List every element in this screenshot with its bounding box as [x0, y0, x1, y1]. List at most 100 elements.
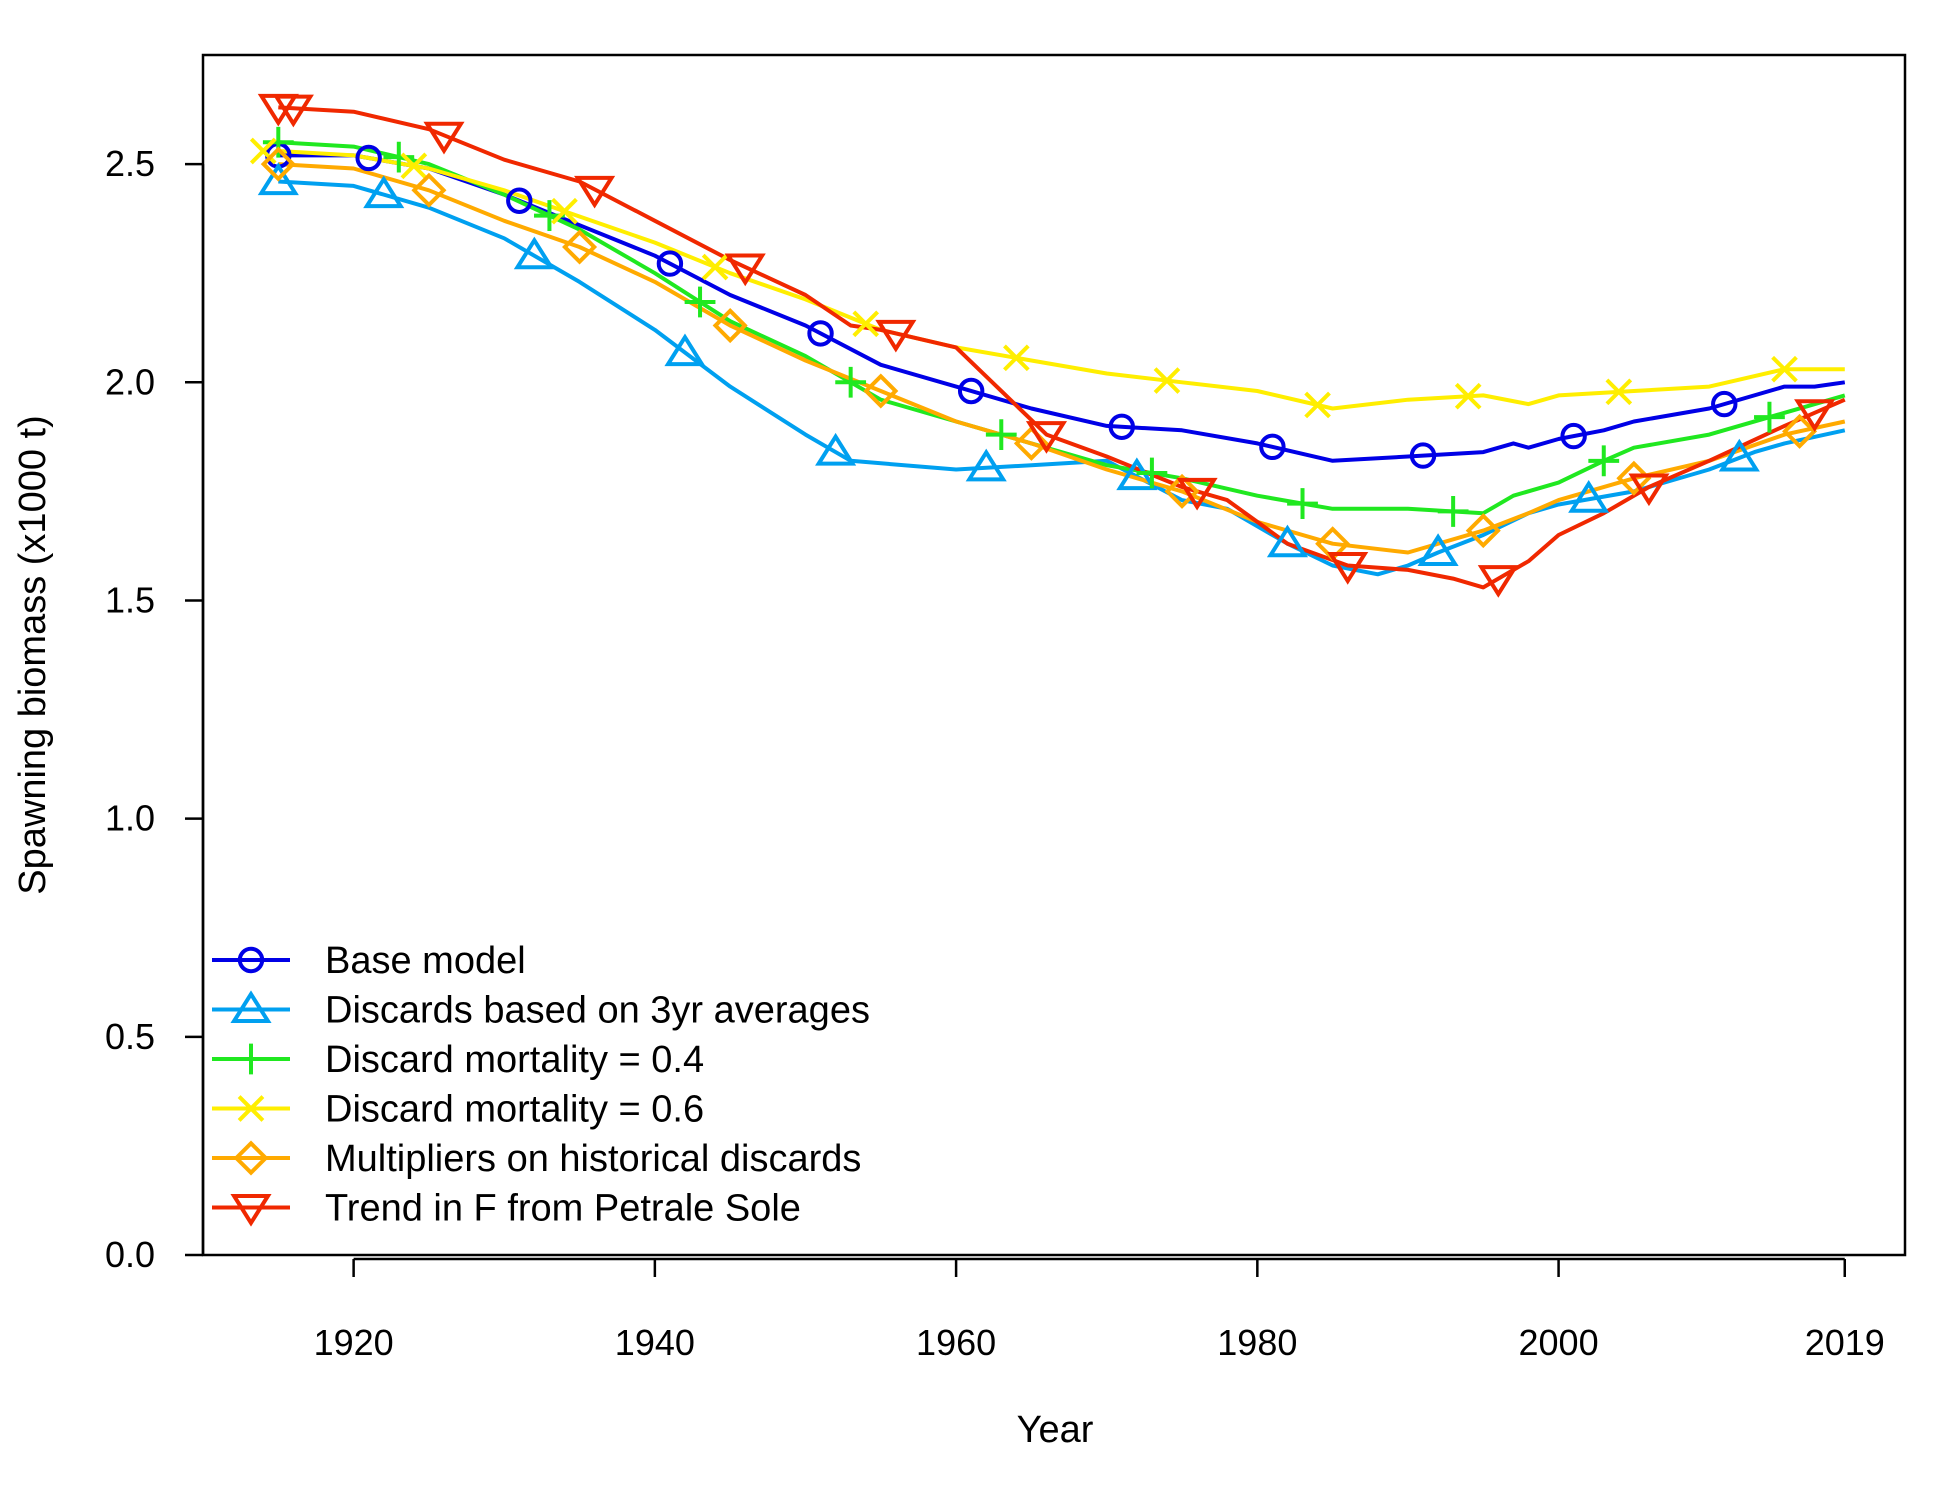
- series-0-point: [807, 320, 834, 347]
- legend-marker: [237, 1095, 265, 1122]
- series-5-point: [1477, 565, 1519, 598]
- series-2-point: [684, 286, 716, 318]
- legend-label: Trend in F from Petrale Sole: [325, 1188, 801, 1230]
- series-3-point: [1304, 391, 1331, 419]
- x-tick-label: 1940: [615, 1322, 695, 1363]
- series-0-point: [1409, 442, 1437, 469]
- series-3-point: [701, 253, 729, 281]
- series-3-point: [852, 310, 880, 338]
- series-5-point: [1327, 551, 1369, 585]
- series-5-point: [1025, 421, 1068, 454]
- y-tick-label: 2.0: [105, 361, 155, 402]
- y-axis: 0.0 0.5 1.0 1.5 2.0 2.5: [105, 143, 205, 1275]
- y-axis-title: Spawning biomass (x1000 t): [12, 415, 54, 894]
- series-1-point: [257, 162, 299, 196]
- series-4-point: [411, 172, 447, 208]
- series-1-point: [1417, 533, 1459, 567]
- legend-marker: [237, 946, 265, 974]
- series-3-point: [1454, 382, 1482, 410]
- legend-marker: [230, 1193, 272, 1227]
- series-3-point: [551, 197, 578, 225]
- series-0-point: [1108, 413, 1135, 440]
- series-0-point: [1259, 433, 1286, 461]
- series-5-point: [574, 175, 616, 209]
- series-2-point: [835, 366, 867, 398]
- y-tick-label: 2.5: [105, 143, 155, 184]
- legend-label: Multipliers on historical discards: [325, 1138, 861, 1180]
- x-tick-label: 1920: [314, 1322, 394, 1363]
- legend-item: Discard mortality = 0.6: [212, 1089, 704, 1131]
- y-tick-label: 1.0: [105, 798, 155, 839]
- x-axis-title: Year: [1017, 1409, 1094, 1451]
- series-5-point: [875, 319, 917, 353]
- legend-marker: [230, 990, 272, 1024]
- series-3-point: [1771, 355, 1798, 383]
- legend-label: Discard mortality = 0.4: [325, 1039, 704, 1081]
- series-line-3: [278, 149, 1845, 411]
- series-0-point: [656, 250, 684, 277]
- legend-item: Trend in F from Petrale Sole: [212, 1188, 801, 1230]
- series-1-point: [1266, 524, 1309, 558]
- legend: Base model Discards based on 3yr averages…: [212, 940, 870, 1230]
- series-4-point: [1782, 413, 1818, 449]
- legend-marker: [233, 1140, 269, 1176]
- series-markers: [249, 93, 1836, 598]
- series-1-point: [815, 432, 857, 466]
- series-3-point: [1153, 367, 1181, 394]
- series-1-point: [1568, 480, 1610, 513]
- series-3-point: [400, 152, 428, 180]
- x-tick-label: 1960: [916, 1322, 996, 1363]
- series-4-point: [1616, 460, 1652, 496]
- series-1-point: [363, 175, 405, 209]
- series-2-point: [1437, 496, 1469, 527]
- series-1-point: [513, 236, 555, 270]
- series-1-point: [965, 448, 1007, 482]
- series-5-point: [423, 121, 465, 155]
- series-4-point: [712, 308, 748, 344]
- series-2-point: [1287, 488, 1318, 519]
- x-tick-label: 1980: [1217, 1322, 1297, 1363]
- series-2-point: [1754, 401, 1785, 433]
- series-4-point: [260, 146, 296, 182]
- series-4-point: [863, 373, 899, 409]
- series-0-point: [1560, 422, 1587, 450]
- series-2-point: [383, 141, 415, 173]
- series-0-point: [506, 187, 533, 214]
- series-4-point: [1164, 473, 1200, 509]
- series-5-point: [724, 253, 766, 287]
- series-4-point: [1465, 513, 1501, 549]
- x-tick-label: 2000: [1519, 1322, 1599, 1363]
- series-1-point: [1718, 438, 1760, 472]
- legend-item: Discards based on 3yr averages: [212, 990, 870, 1032]
- series-0-point: [957, 377, 985, 405]
- series-line-0: [278, 153, 1846, 463]
- x-axis: 1920 1940 1960 1980 2000 2019: [314, 1257, 1885, 1363]
- y-tick-label: 0.0: [105, 1234, 155, 1275]
- legend-label: Base model: [325, 940, 526, 982]
- series-4-point: [562, 229, 598, 265]
- series-5-point: [272, 94, 314, 128]
- series-3-point: [1605, 378, 1633, 406]
- y-tick-label: 0.5: [105, 1016, 155, 1057]
- legend-item: Base model: [212, 940, 526, 982]
- series-2-point: [1136, 457, 1168, 489]
- series-2-point: [262, 126, 294, 158]
- series-5-point: [1794, 399, 1836, 432]
- series-5-point: [1176, 477, 1218, 511]
- series-2-point: [985, 419, 1017, 451]
- legend-label: Discard mortality = 0.6: [325, 1089, 704, 1131]
- series-0-point: [1711, 390, 1738, 418]
- legend-label: Discards based on 3yr averages: [325, 990, 870, 1032]
- legend-item: Multipliers on historical discards: [212, 1138, 861, 1180]
- series-3-point: [1003, 344, 1030, 372]
- legend-marker: [235, 1043, 267, 1075]
- series-2-point: [1588, 445, 1620, 477]
- series-1-point: [664, 333, 706, 367]
- legend-item: Discard mortality = 0.4: [212, 1039, 704, 1081]
- series-5-point: [1628, 473, 1670, 507]
- series-0-point: [355, 144, 382, 172]
- y-tick-label: 1.5: [105, 579, 155, 620]
- x-tick-label: 2019: [1805, 1322, 1885, 1363]
